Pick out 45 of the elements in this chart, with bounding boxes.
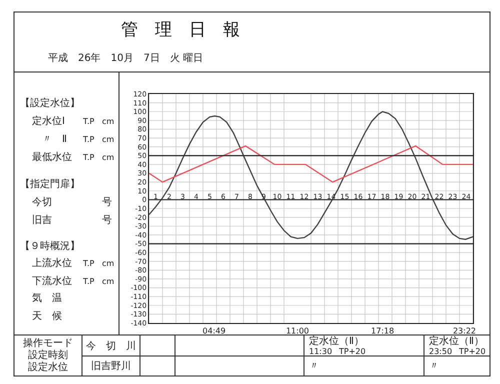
text: 設定時刻 — [28, 349, 68, 361]
text: 旧吉野川 — [91, 360, 131, 372]
x-tick-label: 23:22 — [452, 326, 476, 336]
text: 〃 Ⅱ — [42, 134, 67, 145]
text: cm — [102, 153, 114, 162]
text: 天 候 — [32, 311, 62, 322]
line-series — [149, 111, 473, 240]
text: 〃 — [309, 361, 319, 372]
text: T.P — [82, 277, 94, 286]
text: 11:30 — [309, 347, 332, 356]
text: 下流水位 — [32, 275, 72, 287]
text: 旧吉 — [32, 214, 52, 226]
text: 上流水位 — [32, 257, 72, 269]
text: 号 — [102, 197, 112, 208]
text: 設定水位 — [28, 361, 68, 373]
x-tick-label: 04:49 — [202, 326, 226, 336]
text: T.P — [82, 117, 94, 126]
text: 定水位（Ⅱ） — [429, 335, 484, 347]
text: cm — [102, 117, 114, 126]
text: 操作モード — [23, 337, 73, 349]
x-tick-label: 11:00 — [286, 326, 310, 336]
text: 【９時概況】 — [20, 240, 80, 252]
text: TP+20 — [458, 347, 486, 356]
text: 【設定水位】 — [20, 97, 80, 109]
text: 定水位Ⅰ — [32, 115, 65, 127]
text: 今切 — [32, 196, 52, 208]
text: T.P — [82, 259, 94, 268]
text: 今 切 川 — [86, 340, 136, 352]
text: 最低水位 — [32, 151, 72, 163]
text: cm — [102, 259, 114, 268]
text: 定水位（Ⅱ） — [309, 335, 364, 347]
text: 23:50 — [429, 347, 452, 356]
text: T.P — [82, 153, 94, 162]
text: T.P — [82, 135, 94, 144]
x-tick-label: 17:18 — [371, 326, 394, 336]
text: 気 温 — [32, 292, 62, 304]
text: 号 — [102, 215, 112, 226]
chart-title: 管 理 日 報 — [121, 20, 240, 40]
text: cm — [102, 277, 114, 286]
chart-subtitle: 平成 26年 10月 7日 火 曜日 — [48, 52, 203, 64]
text: 【指定門扉】 — [20, 178, 80, 190]
text: TP+20 — [338, 347, 366, 356]
line-series — [149, 145, 473, 183]
text: 〃 — [429, 361, 439, 372]
text: cm — [102, 135, 114, 144]
